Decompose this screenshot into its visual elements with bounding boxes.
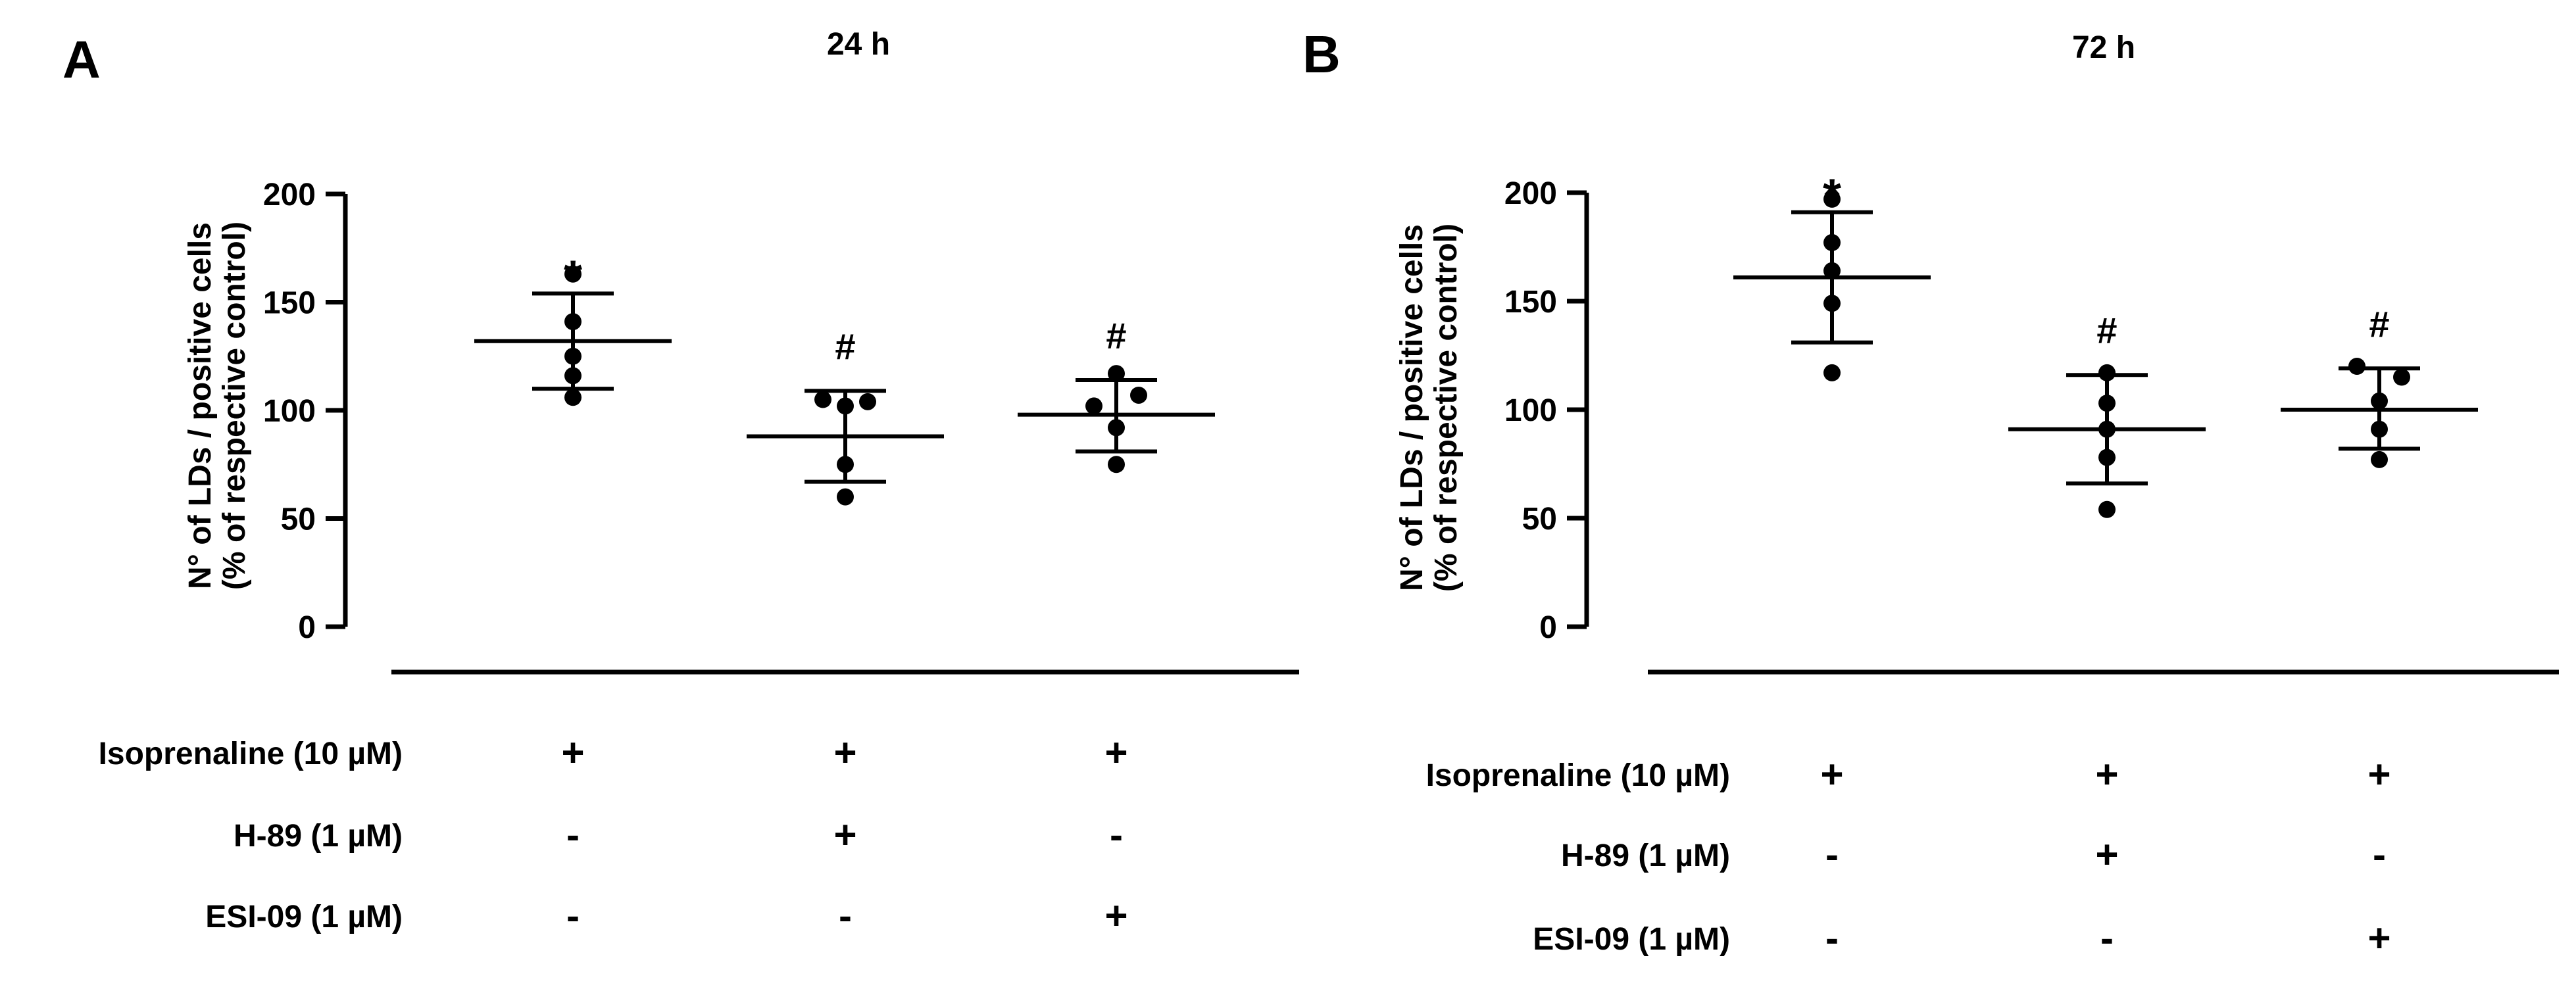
data-point-b-2-2 <box>2098 395 2116 412</box>
group-a-3: # <box>1018 315 1215 473</box>
data-point-a-1-2 <box>564 313 582 331</box>
data-point-a-3-4 <box>1108 419 1125 437</box>
significance-mark-b-3: # <box>2369 303 2389 345</box>
group-a-2: # <box>747 326 944 506</box>
data-point-b-2-4 <box>2098 448 2116 466</box>
panel-a: A 24 h N° of LDs / positive cells (% of … <box>62 27 1299 938</box>
data-point-a-2-5 <box>837 488 854 506</box>
treatment-sign-a-1-2: + <box>833 731 856 775</box>
chart-title-a: 24 h <box>827 27 890 62</box>
y-tick-label-a-1: 50 <box>281 502 316 537</box>
panel-letter-b: B <box>1302 25 1341 84</box>
y-tick-label-b-3: 150 <box>1504 285 1557 320</box>
significance-mark-a-2: # <box>835 326 855 367</box>
data-point-b-1-3 <box>1823 262 1841 279</box>
y-tick-label-b-2: 100 <box>1504 393 1557 428</box>
chart-title-b: 72 h <box>2072 30 2135 65</box>
data-point-a-2-1 <box>814 391 831 408</box>
significance-mark-b-1: * <box>1823 170 1841 223</box>
data-point-b-2-3 <box>2098 420 2116 438</box>
data-point-b-3-2 <box>2393 368 2410 386</box>
treatment-sign-a-1-3: + <box>1104 731 1127 775</box>
group-b-3: # <box>2281 303 2478 468</box>
treatment-label-b-1: Isoprenaline (10 µM) <box>1426 758 1730 793</box>
data-point-b-1-2 <box>1823 233 1841 251</box>
group-a-1: * <box>474 251 672 406</box>
data-point-a-3-3 <box>1085 397 1102 415</box>
y-tick-label-b-4: 200 <box>1504 176 1557 211</box>
treatment-sign-a-2-1: - <box>566 813 580 857</box>
treatment-sign-b-2-1: - <box>1825 833 1839 877</box>
data-point-b-3-5 <box>2371 450 2388 468</box>
data-point-b-1-1 <box>1823 190 1841 208</box>
y-axis-label-b-line-2: (% of respective control) <box>1429 224 1464 592</box>
treatment-sign-b-2-3: - <box>2373 833 2386 877</box>
data-point-b-3-3 <box>2371 392 2388 410</box>
treatment-sign-b-1-1: + <box>1820 752 1843 796</box>
treatment-sign-a-2-3: - <box>1110 813 1123 857</box>
treatment-sign-b-3-1: - <box>1825 916 1839 960</box>
treatment-sign-a-1-1: + <box>561 731 584 775</box>
data-point-a-1-5 <box>564 389 582 406</box>
treatment-sign-a-3-1: - <box>566 894 580 938</box>
y-tick-label-a-2: 100 <box>263 394 316 429</box>
data-point-b-1-5 <box>1823 364 1841 381</box>
treatment-sign-b-1-3: + <box>2367 752 2390 796</box>
y-tick-label-a-4: 200 <box>263 178 316 212</box>
treatment-label-a-1: Isoprenaline (10 µM) <box>99 737 403 771</box>
y-tick-label-b-0: 0 <box>1539 610 1557 645</box>
treatment-label-b-2: H-89 (1 µM) <box>1561 838 1730 873</box>
y-tick-label-a-3: 150 <box>263 286 316 321</box>
group-b-1: * <box>1733 170 1931 381</box>
treatment-sign-b-3-3: + <box>2367 916 2390 960</box>
panel-b: B 72 h N° of LDs / positive cells (% of … <box>1302 25 2559 960</box>
y-tick-label-a-0: 0 <box>298 610 316 645</box>
data-point-a-2-3 <box>837 397 854 415</box>
y-tick-label-b-1: 50 <box>1522 502 1557 537</box>
y-axis-label-a-line-1: N° of LDs / positive cells <box>183 222 218 589</box>
data-point-b-2-1 <box>2098 364 2116 381</box>
treatment-sign-b-2-2: + <box>2095 833 2118 877</box>
data-point-b-2-5 <box>2098 500 2116 518</box>
treatment-label-a-3: ESI-09 (1 µM) <box>205 900 403 934</box>
significance-mark-a-1: * <box>564 251 582 304</box>
treatment-sign-b-1-2: + <box>2095 752 2118 796</box>
data-point-a-2-4 <box>837 456 854 473</box>
treatment-sign-a-3-2: - <box>839 894 852 938</box>
panel-letter-a: A <box>62 30 101 89</box>
data-point-a-3-2 <box>1130 386 1147 404</box>
data-point-a-1-4 <box>564 367 582 385</box>
data-point-a-2-2 <box>859 393 876 410</box>
data-point-b-3-1 <box>2348 358 2365 375</box>
data-point-b-3-4 <box>2371 420 2388 438</box>
data-point-b-1-4 <box>1823 295 1841 312</box>
significance-mark-b-2: # <box>2096 310 2117 351</box>
data-point-a-1-1 <box>564 265 582 283</box>
treatment-sign-b-3-2: - <box>2100 916 2114 960</box>
data-point-a-1-3 <box>564 347 582 365</box>
treatment-label-a-2: H-89 (1 µM) <box>234 819 403 854</box>
data-point-a-3-5 <box>1108 456 1125 473</box>
data-point-a-3-1 <box>1108 365 1125 383</box>
y-axis-label-b-line-1: N° of LDs / positive cells <box>1395 224 1429 591</box>
treatment-sign-a-2-2: + <box>833 813 856 857</box>
treatment-label-b-3: ESI-09 (1 µM) <box>1533 922 1730 957</box>
group-b-2: # <box>2008 310 2206 518</box>
significance-mark-a-3: # <box>1106 315 1126 356</box>
treatment-sign-a-3-3: + <box>1104 894 1127 938</box>
y-axis-label-a-line-2: (% of respective control) <box>217 222 252 590</box>
